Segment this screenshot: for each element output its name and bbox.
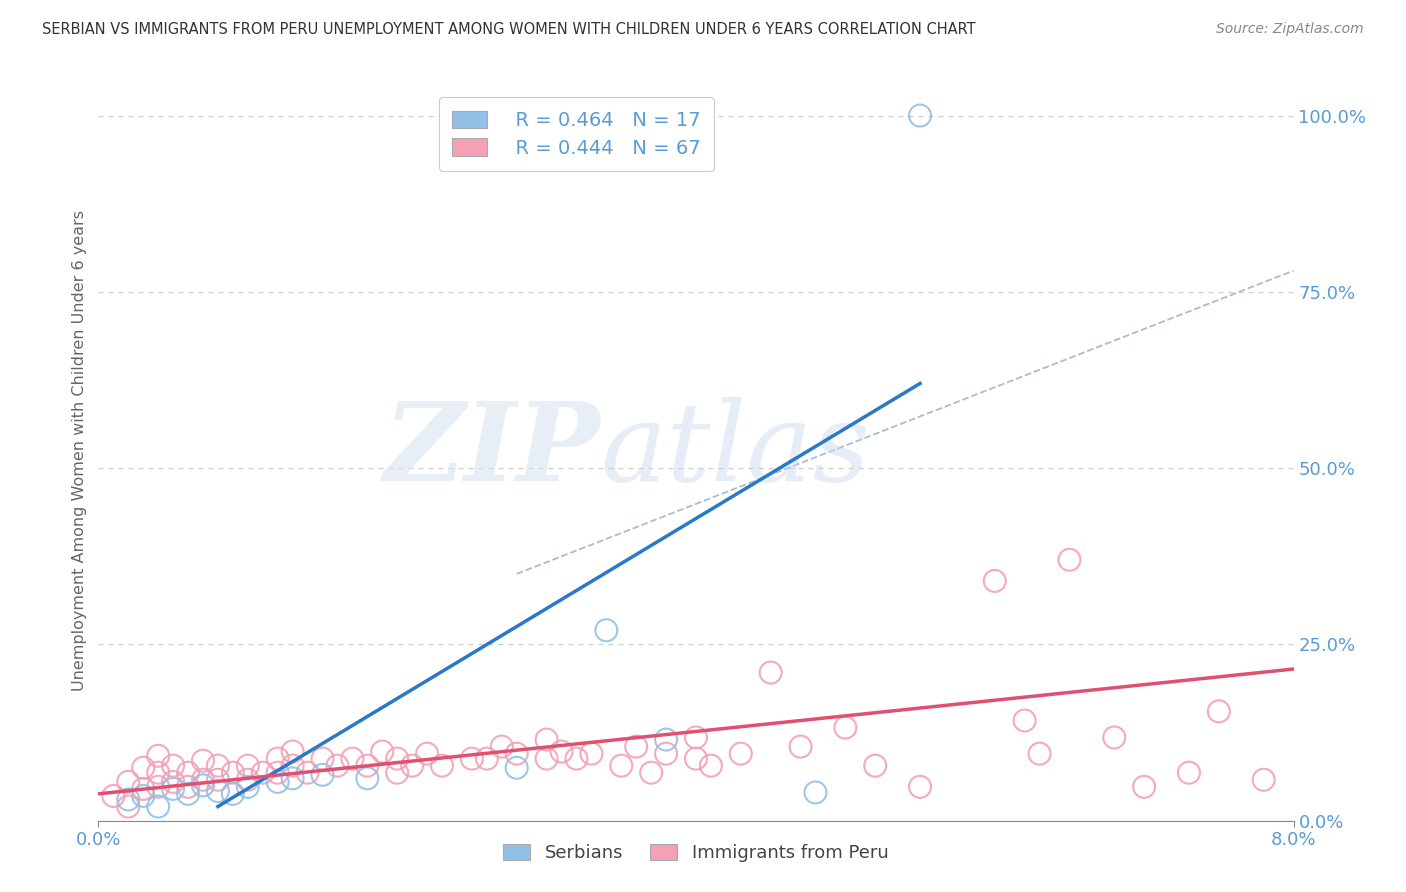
- Point: [685, 731, 707, 745]
- Point: [281, 758, 304, 772]
- Point: [685, 751, 707, 765]
- Legend: Serbians, Immigrants from Peru: Serbians, Immigrants from Peru: [495, 835, 897, 871]
- Point: [550, 745, 572, 759]
- Point: [177, 787, 200, 801]
- Point: [371, 745, 394, 759]
- Point: [1178, 765, 1201, 780]
- Point: [222, 787, 245, 801]
- Point: [311, 751, 333, 765]
- Point: [207, 772, 229, 787]
- Y-axis label: Unemployment Among Women with Children Under 6 years: Unemployment Among Women with Children U…: [72, 210, 87, 691]
- Point: [311, 768, 333, 782]
- Point: [267, 775, 290, 789]
- Point: [506, 761, 529, 775]
- Point: [148, 765, 170, 780]
- Point: [610, 758, 633, 772]
- Point: [191, 778, 214, 792]
- Point: [252, 765, 274, 780]
- Point: [236, 772, 259, 787]
- Point: [356, 772, 378, 786]
- Point: [356, 758, 378, 772]
- Point: [536, 732, 558, 747]
- Point: [326, 758, 349, 772]
- Point: [1208, 704, 1230, 718]
- Point: [1253, 772, 1275, 787]
- Point: [536, 751, 558, 765]
- Point: [908, 109, 931, 123]
- Point: [207, 784, 229, 798]
- Point: [834, 721, 856, 735]
- Point: [148, 799, 170, 814]
- Point: [581, 747, 603, 761]
- Point: [1014, 714, 1036, 728]
- Point: [191, 754, 214, 768]
- Point: [1104, 731, 1126, 745]
- Point: [475, 751, 498, 765]
- Point: [1028, 747, 1050, 761]
- Point: [461, 751, 484, 765]
- Point: [984, 574, 1007, 588]
- Point: [506, 747, 529, 761]
- Text: Source: ZipAtlas.com: Source: ZipAtlas.com: [1216, 22, 1364, 37]
- Point: [565, 751, 588, 765]
- Point: [132, 761, 155, 775]
- Point: [430, 758, 453, 772]
- Point: [148, 748, 170, 763]
- Point: [236, 780, 259, 794]
- Point: [117, 792, 139, 806]
- Text: SERBIAN VS IMMIGRANTS FROM PERU UNEMPLOYMENT AMONG WOMEN WITH CHILDREN UNDER 6 Y: SERBIAN VS IMMIGRANTS FROM PERU UNEMPLOY…: [42, 22, 976, 37]
- Point: [281, 745, 304, 759]
- Point: [267, 751, 290, 765]
- Point: [759, 665, 782, 680]
- Text: atlas: atlas: [600, 397, 870, 504]
- Point: [416, 747, 439, 761]
- Point: [267, 765, 290, 780]
- Point: [162, 781, 184, 796]
- Point: [222, 765, 245, 780]
- Point: [385, 765, 409, 780]
- Point: [865, 758, 887, 772]
- Point: [236, 758, 259, 772]
- Point: [132, 781, 155, 796]
- Point: [1133, 780, 1156, 794]
- Point: [385, 751, 409, 765]
- Point: [297, 765, 319, 780]
- Point: [401, 758, 423, 772]
- Point: [281, 772, 304, 786]
- Point: [491, 739, 513, 754]
- Point: [908, 780, 931, 794]
- Point: [132, 789, 155, 803]
- Point: [177, 780, 200, 794]
- Point: [191, 772, 214, 787]
- Point: [640, 765, 662, 780]
- Point: [595, 624, 617, 638]
- Point: [626, 739, 648, 754]
- Point: [804, 785, 827, 799]
- Point: [148, 780, 170, 794]
- Point: [117, 775, 139, 789]
- Point: [162, 775, 184, 789]
- Point: [207, 758, 229, 772]
- Point: [789, 739, 811, 754]
- Text: ZIP: ZIP: [384, 397, 600, 504]
- Point: [595, 109, 617, 123]
- Point: [162, 758, 184, 772]
- Point: [655, 747, 678, 761]
- Point: [117, 799, 139, 814]
- Point: [342, 751, 364, 765]
- Point: [700, 758, 723, 772]
- Point: [1059, 553, 1081, 567]
- Point: [730, 747, 752, 761]
- Point: [655, 732, 678, 747]
- Point: [103, 789, 125, 803]
- Point: [177, 765, 200, 780]
